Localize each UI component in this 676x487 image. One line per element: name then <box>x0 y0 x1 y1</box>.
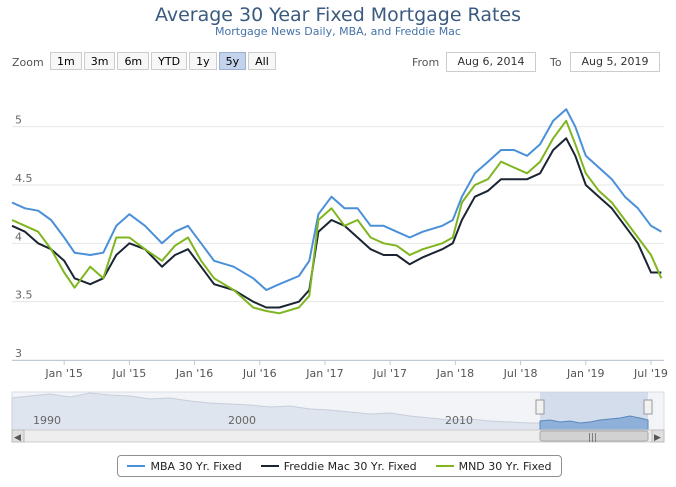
scrollbar-thumb[interactable] <box>539 430 649 442</box>
zoom-button-ytd[interactable]: YTD <box>151 52 188 70</box>
y-tick-label: 4 <box>15 230 22 243</box>
from-label: From <box>412 56 440 69</box>
to-date-input[interactable]: Aug 5, 2019 <box>570 52 660 72</box>
y-axis: 3 3.5 4 4.5 5 <box>15 114 33 360</box>
navigator[interactable]: 1990 2000 2010 <box>11 391 665 431</box>
x-tick-label: Jul '16 <box>242 367 277 380</box>
legend-swatch <box>127 465 146 467</box>
grid-layer <box>12 126 664 361</box>
navigator-right-handle[interactable] <box>643 399 653 415</box>
navigator-selected-area <box>539 415 649 431</box>
series-line-3[interactable] <box>11 119 663 315</box>
legend-swatch <box>435 465 454 467</box>
series-line-1[interactable] <box>11 108 662 291</box>
x-tick-label: Jan '16 <box>175 367 213 380</box>
scrollbar-right-arrow-icon: ▶ <box>654 433 661 443</box>
scrollbar-left-arrow-icon: ◀ <box>14 433 21 443</box>
to-label: To <box>550 56 562 69</box>
scrollbar-right-button[interactable] <box>651 429 665 443</box>
x-tick-label: Jan '17 <box>305 367 343 380</box>
y-tick-label: 5 <box>15 114 22 127</box>
chart-title: Average 30 Year Fixed Mortgage Rates <box>154 4 522 26</box>
zoom-label: Zoom <box>12 56 44 69</box>
legend: MBA 30 Yr. Fixed Freddie Mac 30 Yr. Fixed… <box>117 455 562 477</box>
x-axis: Jan '15 Jul '15 Jan '16 Jul '16 Jan '17 Jul '… <box>12 360 668 380</box>
scrollbar[interactable]: ◀ ▶ ||| <box>11 429 665 443</box>
legend-label: MBA 30 Yr. Fixed <box>150 459 242 473</box>
x-tick-label: Jan '18 <box>436 367 474 380</box>
zoom-button-1m[interactable]: 1m <box>50 52 82 70</box>
y-tick-label: 3 <box>15 347 22 360</box>
zoom-button-3m[interactable]: 3m <box>83 52 116 70</box>
x-tick-label: Jul '18 <box>503 367 538 380</box>
navigator-left-handle[interactable] <box>535 399 545 415</box>
zoom-button-all[interactable]: All <box>248 52 276 70</box>
legend-label: Freddie Mac 30 Yr. Fixed <box>283 459 417 473</box>
legend-swatch <box>260 465 279 467</box>
zoom-button-1y[interactable]: 1y <box>189 52 217 70</box>
navigator-label: 2000 <box>228 414 256 427</box>
legend-label: MND 30 Yr. Fixed <box>458 459 552 473</box>
chart-subtitle: Mortgage News Daily, MBA, and Freddie Ma… <box>215 25 461 38</box>
zoom-button-5y[interactable]: 5y <box>218 52 247 70</box>
x-tick-label: Jul '17 <box>372 367 407 380</box>
zoom-button-group: 1m 3m 6m YTD 1y 5y All <box>50 52 276 70</box>
x-tick-label: Jul '15 <box>111 367 146 380</box>
series-line-2[interactable] <box>11 137 662 309</box>
x-tick-label: Jan '15 <box>44 367 82 380</box>
legend-item[interactable]: Freddie Mac 30 Yr. Fixed <box>260 459 417 473</box>
series-layer <box>11 108 663 315</box>
navigator-history-area <box>11 392 541 431</box>
navigator-label: 2010 <box>445 414 473 427</box>
scrollbar-left-button[interactable] <box>11 429 25 443</box>
legend-item[interactable]: MBA 30 Yr. Fixed <box>127 459 242 473</box>
y-tick-label: 3.5 <box>15 289 33 302</box>
x-tick-label: Jan '19 <box>566 367 604 380</box>
zoom-button-6m[interactable]: 6m <box>117 52 150 70</box>
legend-item[interactable]: MND 30 Yr. Fixed <box>435 459 552 473</box>
from-date-input[interactable]: Aug 6, 2014 <box>446 52 536 72</box>
y-tick-label: 4.5 <box>15 172 33 185</box>
navigator-label: 1990 <box>33 414 61 427</box>
scrollbar-grip-icon: ||| <box>588 433 597 443</box>
x-tick-label: Jul '19 <box>633 367 668 380</box>
